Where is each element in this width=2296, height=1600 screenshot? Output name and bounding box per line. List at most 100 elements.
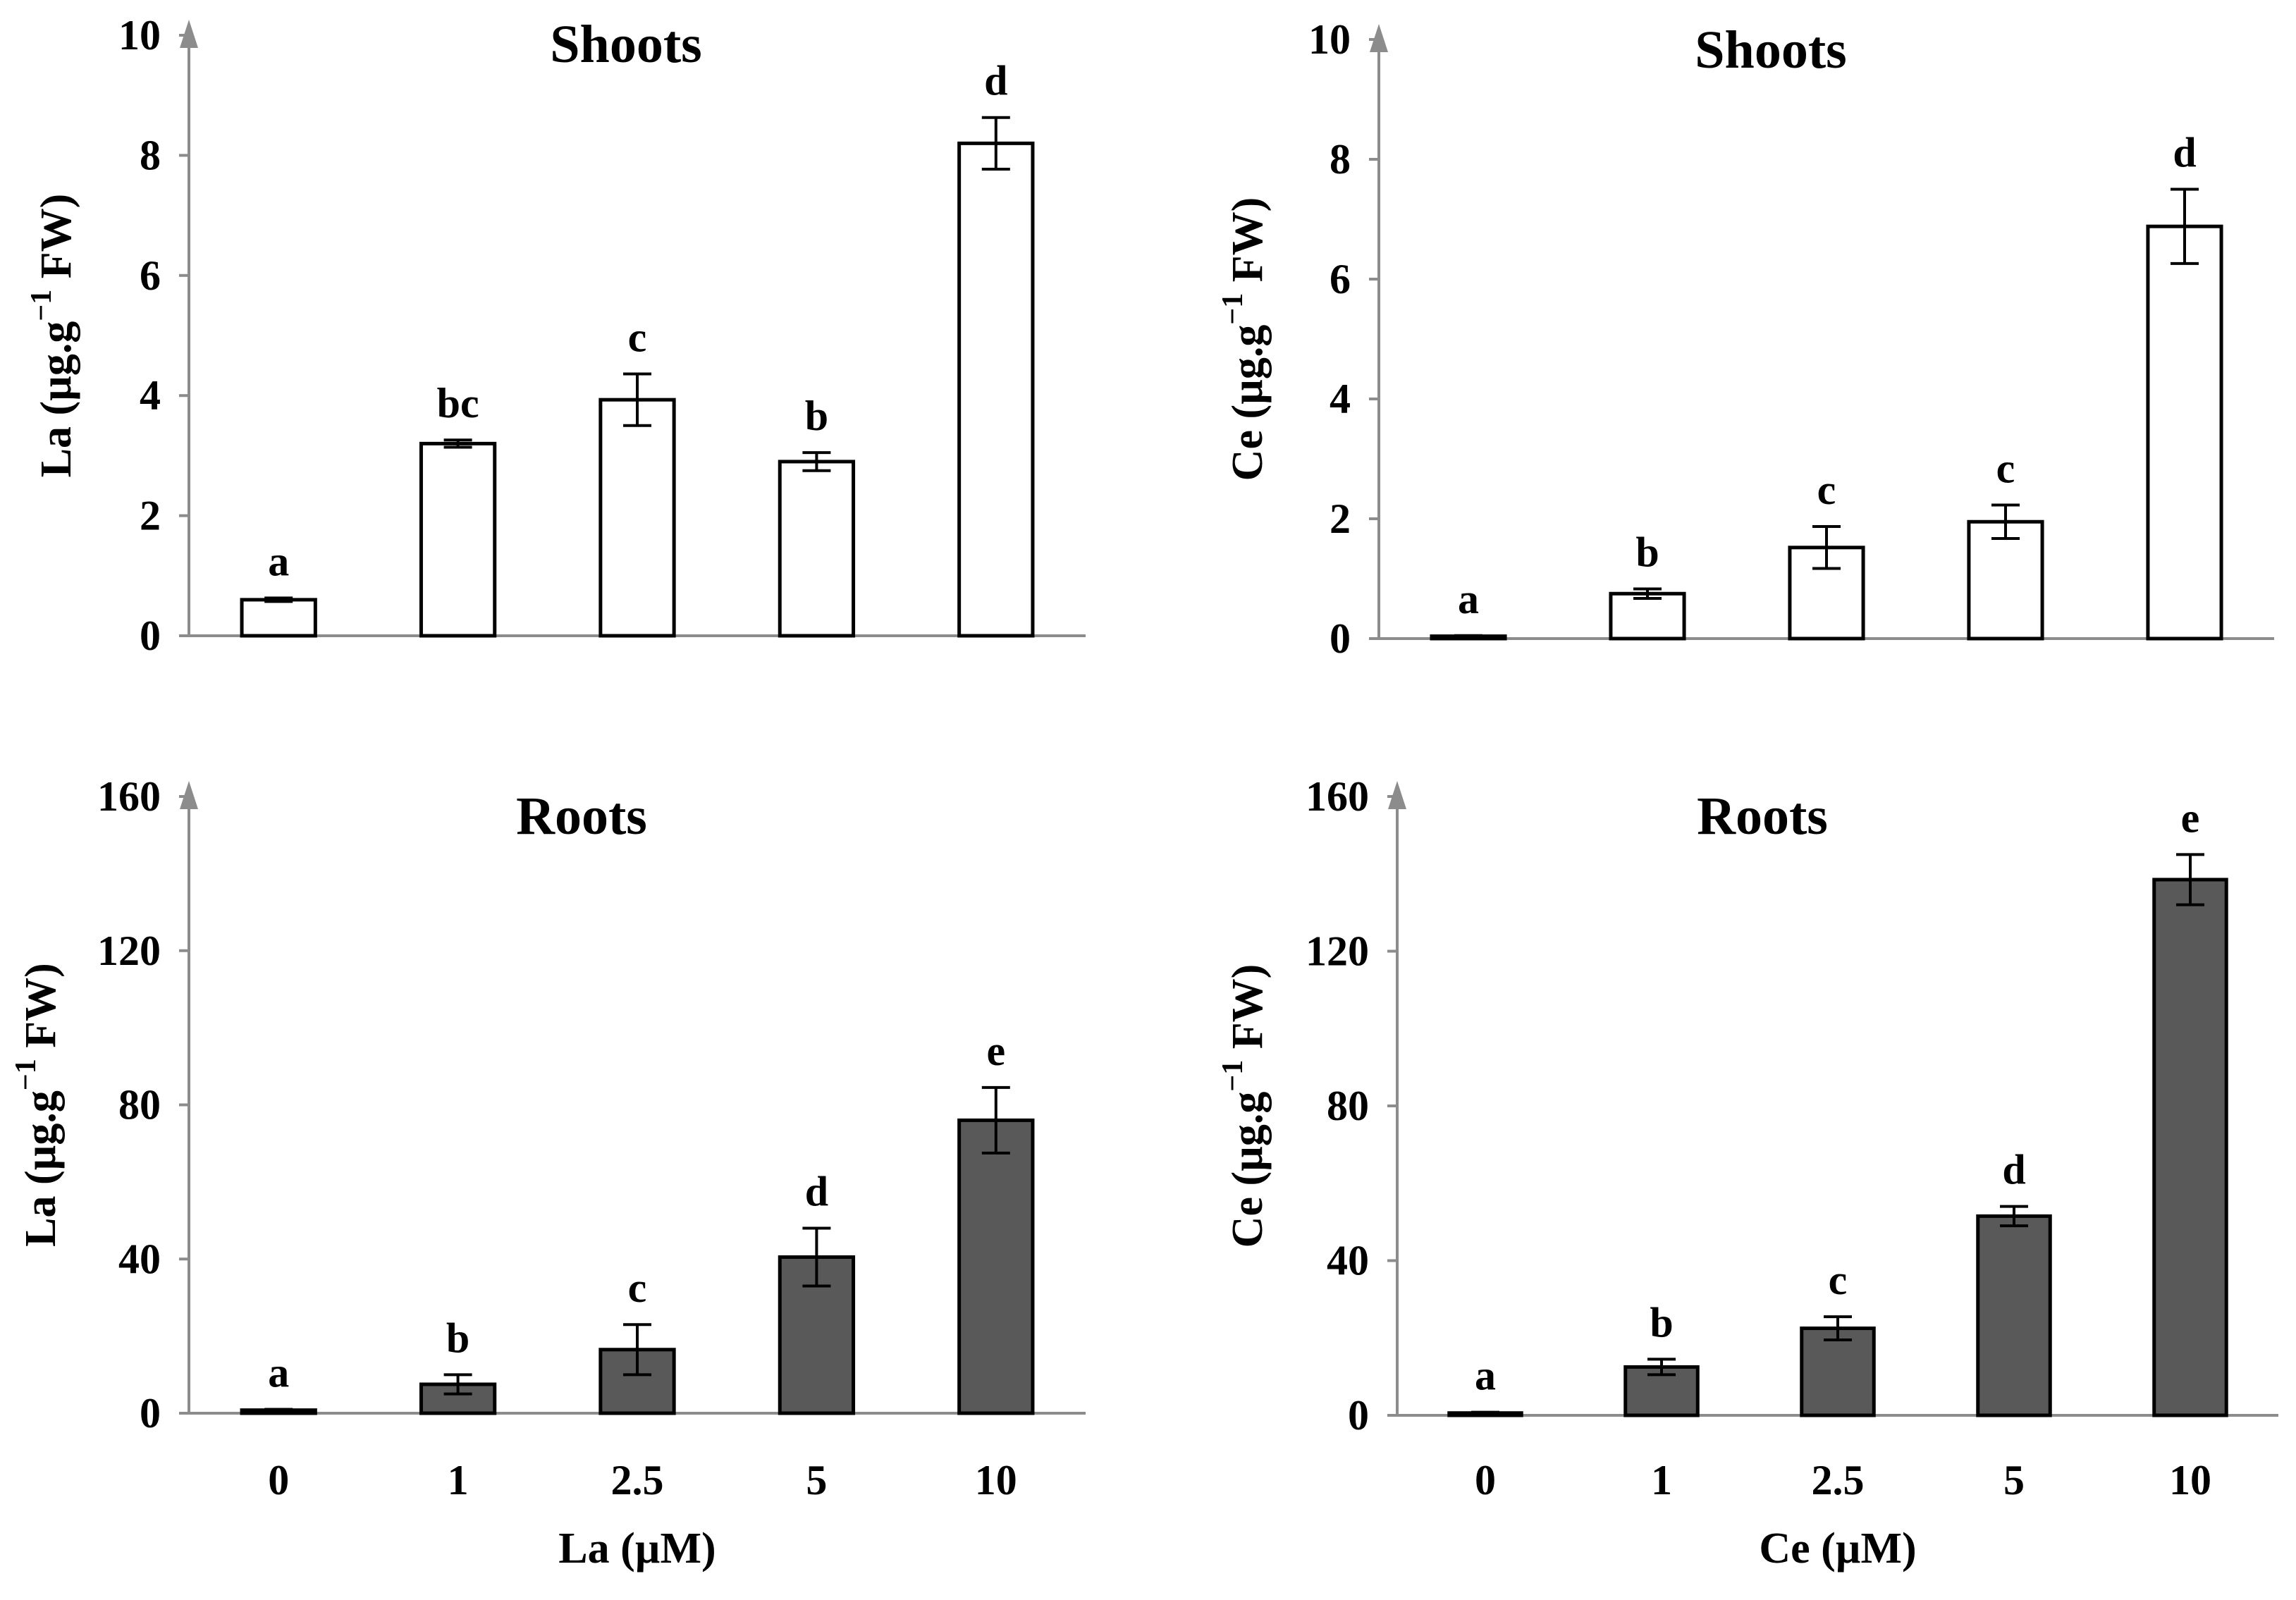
y-axis-label-tail: FW) [32,194,80,290]
panel-title: Roots [1697,787,1828,846]
y-tick-label: 8 [1330,136,1351,183]
panel-title: Shoots [1695,20,1846,80]
y-axis-label-superscript: −1 [25,290,58,321]
x-tick-label: 1 [448,1457,469,1503]
significance-label: d [805,1169,828,1215]
significance-label: a [268,1350,289,1396]
error-bar [264,1408,293,1413]
y-axis-label-main: La (µg.g [32,321,80,478]
error-bar [623,1323,651,1377]
bar-1 [1609,591,1686,641]
y-tick-label: 8 [140,132,161,178]
x-tick-label: 1 [1651,1457,1672,1503]
significance-label: e [986,1028,1005,1074]
y-tick-label: 4 [140,372,161,419]
significance-label: d [2002,1147,2025,1193]
y-tick-label: 6 [1330,256,1351,302]
y-axis-label-superscript: −1 [10,1059,42,1090]
y-tick-label: 160 [97,773,161,820]
significance-label: a [1458,576,1479,622]
panel-title: Shoots [550,15,701,74]
x-tick-label: 0 [268,1457,289,1503]
significance-label: c [628,1264,647,1311]
y-tick-label: 40 [1327,1238,1369,1284]
y-axis-label-tail: FW) [1224,964,1272,1060]
la-shoots-chart: Shoots 0 2 4 6 8 10 La (µg.g−1 FW) a bc c b d [25,12,1086,659]
y-axis-label-main: La (µg.g [17,1090,65,1247]
error-bar [1454,634,1482,639]
significance-label: b [805,393,828,439]
y-tick-label: 0 [140,1390,161,1436]
significance-label: c [1817,467,1836,513]
y-axis-label: La (µg.g−1 FW) [25,194,81,478]
y-tick-label: 10 [118,12,161,59]
error-bar [2176,853,2204,906]
bar-5 [778,460,856,638]
significance-label: d [984,58,1007,104]
error-bar [623,372,651,427]
y-tick-label: 0 [140,613,161,659]
significance-label: c [1996,445,2015,491]
y-tick-label: 10 [1308,16,1351,63]
y-axis-label: La (µg.g−1 FW) [10,963,66,1247]
bar-10 [2152,878,2228,1417]
error-bar [981,1085,1010,1155]
y-tick-label: 2 [140,493,161,539]
significance-label: a [268,538,289,584]
x-axis-label: La (µM) [558,1525,716,1573]
error-bar [443,438,472,449]
error-bar [1633,587,1662,601]
bar-2.5 [598,398,676,638]
bar-0 [240,598,317,638]
bar-10 [957,1118,1035,1415]
x-tick-label: 2.5 [1812,1457,1865,1503]
error-bar [1991,503,2020,541]
significance-label: d [2173,130,2196,176]
significance-label: c [628,314,647,361]
ce-roots-chart: Roots 0 40 80 120 160 Ce (µg.g−1 FW) a 0 b 1 c 2.5 d 5… [1217,773,2278,1573]
error-bar [1647,1358,1676,1377]
error-bar [981,116,1010,171]
significance-label: b [1635,529,1659,575]
y-tick-label: 120 [97,928,161,974]
error-bar [264,596,293,603]
bar-5 [1967,519,2044,641]
y-tick-label: 0 [1330,615,1351,662]
bar-2.5 [1800,1327,1876,1417]
ce-shoots-chart: Shoots 0 2 4 6 8 10 Ce (µg.g−1 FW) a b c c d [1217,16,2274,662]
error-bar [1824,1315,1852,1341]
error-bar [802,451,831,472]
error-bar [2171,187,2199,265]
x-tick-label: 0 [1475,1457,1496,1503]
significance-label: b [1650,1299,1673,1346]
error-bar [802,1226,831,1288]
y-tick-label: 6 [140,252,161,299]
y-axis-label: Ce (µg.g−1 FW) [1217,964,1272,1248]
y-axis-label-main: Ce (µg.g [1224,325,1272,481]
y-tick-label: 120 [1306,928,1369,975]
y-tick-label: 4 [1330,376,1351,422]
y-axis-label: Ce (µg.g−1 FW) [1217,197,1272,481]
y-tick-label: 80 [1327,1083,1369,1129]
significance-label: a [1475,1353,1496,1399]
y-tick-label: 160 [1306,773,1369,820]
x-axis-label: Ce (µM) [1759,1525,1916,1573]
significance-label: e [2181,794,2200,841]
error-bar [1812,525,1841,570]
bar-5 [1976,1214,2052,1417]
error-bar [443,1373,472,1396]
bar-1 [419,441,497,638]
y-axis-label-superscript: −1 [1217,293,1249,325]
x-tick-label: 10 [2169,1457,2211,1503]
significance-label: bc [437,380,479,426]
panel-title: Roots [516,787,647,846]
bar-10 [957,141,1035,638]
y-axis-label-superscript: −1 [1217,1060,1249,1092]
error-bar [2000,1205,2028,1228]
la-roots-chart: Roots 0 40 80 120 160 La (µg.g−1 FW) a 0 b 1 c 2.5 d 5… [10,773,1086,1573]
bar-10 [2146,224,2223,641]
y-axis-label-tail: FW) [1224,197,1272,293]
significance-label: c [1829,1257,1848,1303]
x-tick-label: 2.5 [611,1457,664,1503]
